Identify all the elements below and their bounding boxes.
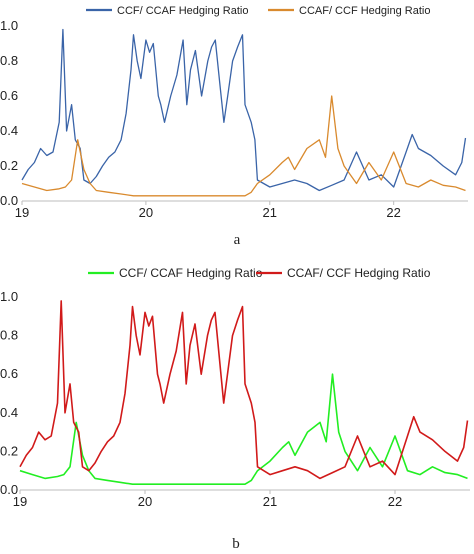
x-tick-label: 20 bbox=[139, 205, 153, 220]
x-tick-label: 20 bbox=[138, 494, 152, 509]
panel-label: a bbox=[234, 232, 241, 248]
series-line-2 bbox=[19, 300, 469, 480]
chart-panel-a: 0.0 0.2 0.4 0.6 0.8 1.0 19 20 21 22 CCF/ CCAF Hedg… bbox=[0, 5, 468, 248]
chart-panel-b: 0.0 0.2 0.4 0.6 0.8 1.0 19 20 21 22 CCF/ CCAF Hedg… bbox=[0, 266, 470, 552]
y-tick-label: 0.8 bbox=[0, 328, 18, 343]
y-tick-label: 1.0 bbox=[0, 18, 18, 33]
y-tick-label: 0.0 bbox=[0, 482, 18, 497]
legend-label: CCF/ CCAF Hedging Ratio bbox=[119, 266, 263, 280]
x-tick-label: 21 bbox=[263, 205, 277, 220]
series-line-1 bbox=[21, 28, 467, 192]
y-tick-label: 0.6 bbox=[0, 88, 18, 103]
legend-label: CCAF/ CCF Hedging Ratio bbox=[287, 266, 431, 280]
x-tick-label: 21 bbox=[263, 494, 277, 509]
y-tick-label: 1.0 bbox=[0, 289, 18, 304]
panel-label: b bbox=[232, 536, 240, 552]
y-tick-label: 0.2 bbox=[0, 158, 18, 173]
x-tick-label: 22 bbox=[386, 205, 400, 220]
y-tick-label: 0.6 bbox=[0, 366, 18, 381]
y-tick-label: 0.4 bbox=[0, 405, 18, 420]
series-line-2 bbox=[21, 95, 466, 197]
y-tick-label: 0.0 bbox=[0, 193, 18, 208]
x-tick-label: 19 bbox=[13, 494, 27, 509]
legend-label: CCAF/ CCF Hedging Ratio bbox=[299, 5, 430, 17]
x-tick-label: 22 bbox=[388, 494, 402, 509]
y-tick-label: 0.4 bbox=[0, 123, 18, 138]
x-tick-label: 19 bbox=[15, 205, 29, 220]
legend-label: CCF/ CCAF Hedging Ratio bbox=[117, 5, 248, 17]
y-tick-label: 0.8 bbox=[0, 53, 18, 68]
y-tick-label: 0.2 bbox=[0, 443, 18, 458]
